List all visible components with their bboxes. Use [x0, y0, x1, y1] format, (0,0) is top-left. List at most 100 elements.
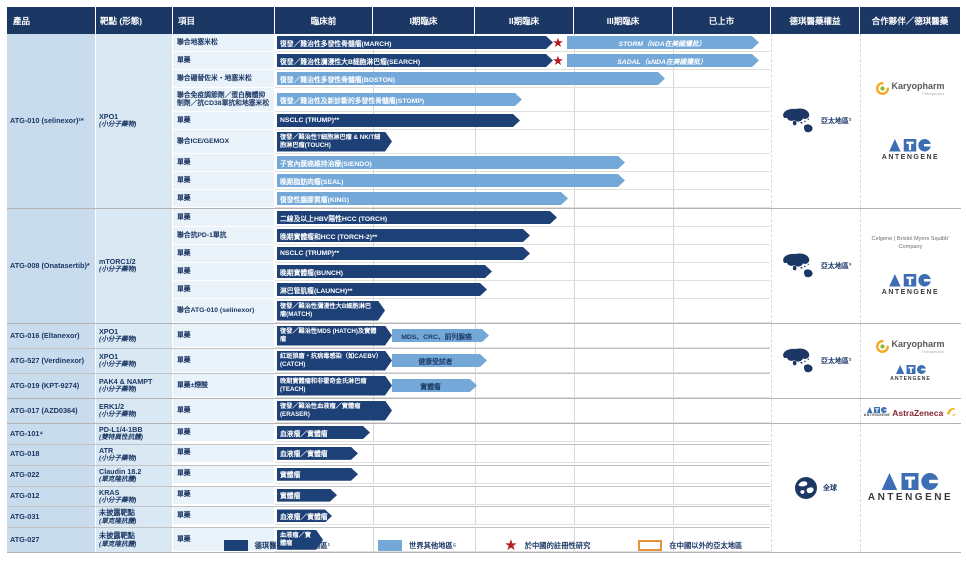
clinical-stage-track: 晚期脂肪肉瘤(SEAL): [275, 172, 770, 190]
table-body: ATG-010 (selinexor)²* XPO1 (小分子藥物) 聯合地塞米松 復發…: [7, 34, 961, 554]
pipeline-row: 聯合地塞米松 復發／難治性多發性骨髓瘤(MARCH) ★ STORM（NDA在美國獲批…: [173, 34, 770, 52]
pipeline-band: ATG-008 (Onatasertib)* mTORC1/2 (小分子藥物) 單藥二…: [7, 208, 961, 323]
clinical-stage-track: 復發／難治性瀰漫性大B細胞淋巴瘤(SEARCH) ★ SADAL（sNDA在美國獲批…: [275, 52, 770, 70]
antengene-mark-icon: [889, 274, 932, 287]
project-cell: 單藥: [173, 486, 274, 505]
product-cell: ATG-022: [7, 465, 95, 486]
product-group: ATG-031 未披露靶點 (單克隆抗體) 單藥 血液瘤／實體瘤: [7, 506, 770, 528]
asia-map-icon: [782, 253, 813, 278]
header-cell: I期臨床: [373, 7, 474, 34]
china-registration-star-icon: ★: [552, 35, 564, 50]
astrazeneca-wordmark: AstraZeneca: [892, 407, 944, 418]
project-cell: 單藥: [173, 245, 274, 263]
legend-swatch-dark: [223, 540, 248, 551]
project-cell: 單藥: [173, 424, 274, 442]
clinical-stage-track: 復發／難治性及新診斷的多發性骨髓瘤(STOMP): [275, 88, 770, 112]
pipeline-row: 聯合免疫調節劑／蛋白酶體抑制劑／抗CD38單抗和地塞米松 復發／難治性及新診斷的多…: [173, 88, 770, 112]
product-group: ATG-018 ATR (小分子藥物) 單藥 血液瘤／實體瘤: [7, 443, 770, 465]
partner-cell: Karyopharm Therapeutics ANTENGENE: [860, 34, 960, 208]
trial-bar: 二線及以上HBV陽性HCC (TORCH): [277, 211, 557, 224]
project-cell: 單藥: [173, 507, 274, 526]
karyopharm-wordmark: Karyopharm: [891, 80, 945, 91]
product-cell: ATG-016 (Eltanexor): [7, 324, 95, 348]
rights-cell: 亞太地區³: [771, 209, 859, 323]
project-cell: 單藥: [173, 112, 274, 130]
target-modality: (單克隆抗體): [99, 517, 137, 525]
trial-bar: 血液瘤／實體瘤: [277, 509, 332, 522]
clinical-stage-track: 復發性腦膠質瘤(KING): [275, 190, 770, 208]
trial-bar: 淋巴管肌瘤(LAUNCH)**: [277, 283, 487, 296]
target-cell: ERK1/2 (小分子藥物): [96, 399, 172, 423]
product-cell: ATG-027: [7, 528, 95, 553]
legend-star-icon: ★: [504, 537, 518, 554]
project-cell: 單藥: [173, 190, 274, 208]
clinical-stage-track: 晚期實體瘤和HCC (TORCH-2)**: [275, 227, 770, 245]
target-cell: XPO1 (小分子藥物): [96, 324, 172, 348]
pipeline-row: 單藥 子宮內膜癌維持治療(SIENDO): [173, 154, 770, 172]
project-cell: 單藥: [173, 154, 274, 172]
product-name: ATG-527 (Verdinexor): [10, 355, 85, 365]
rights-cell: 亞太地區²: [771, 324, 859, 398]
antengene-logo-small: ANTENGENE: [890, 365, 930, 382]
target-modality: (小分子藥物): [99, 121, 137, 129]
rights-region-label: 亞太地區²: [820, 118, 852, 125]
product-cell: ATG-017 (AZD0364): [7, 399, 95, 423]
target-cell: PD-L1/4-1BB (雙特異性抗體): [96, 424, 172, 444]
legend-label: 在中國以外的亞太地區: [669, 540, 743, 550]
trial-bar: 紅斑狼瘡・抗病毒感染（如CAEBV）(CATCH): [277, 351, 392, 371]
clinical-stage-track: 血液瘤／實體瘤: [275, 444, 770, 463]
trial-bar: 實體瘤: [392, 379, 477, 392]
target-modality: (單克隆抗體): [99, 476, 137, 483]
china-registration-star-icon: ★: [552, 53, 564, 68]
clinical-stage-track: 復發／難治性瀰漫性大B細胞淋巴瘤(MATCH): [275, 299, 770, 323]
antengene-wordmark: ANTENGENE: [881, 288, 940, 296]
product-cell: ATG-101⁴: [7, 424, 95, 444]
antengene-logo: ANTENGENE: [882, 274, 939, 296]
pipeline-row: 聯合ATG-010 (selinexor) 復發／難治性瀰漫性大B細胞淋巴瘤(MA…: [173, 299, 770, 323]
product-group: ATG-010 (selinexor)²* XPO1 (小分子藥物) 聯合地塞米松 復發…: [7, 34, 770, 208]
pipeline-row: 單藥 血液瘤／實體瘤: [173, 444, 770, 463]
pipeline-row: 單藥 實體瘤: [173, 486, 770, 505]
trial-bar: 實體瘤: [277, 489, 337, 502]
clinical-stage-track: 復發／難治性血液瘤／實體瘤(ERASER): [275, 399, 770, 423]
trial-bar: 復發／難治性血液瘤／實體瘤(ERASER): [277, 401, 392, 421]
pipeline-row: 單藥 復發／難治性MDS (HATCH)及實體瘤 MDS、CRC、前列腺癌: [173, 324, 770, 348]
karyopharm-swirl-icon: [876, 340, 890, 354]
product-name: ATG-010 (selinexor)²*: [10, 115, 84, 125]
project-cell: 單藥: [173, 52, 274, 70]
pipeline-row: 聯合ICE/GEMOX 復發／難治性T細胞淋巴瘤 & NK/T細胞淋巴瘤(TOUC…: [173, 130, 770, 154]
pipeline-row: 單藥 紅斑狼瘡・抗病毒感染（如CAEBV）(CATCH) 健康受試者: [173, 349, 770, 373]
clinical-stage-track: 晚期實體瘤和非霍奇金氏淋巴瘤(TEACH) 實體瘤: [275, 374, 770, 398]
trial-bar: 復發／難治性及新診斷的多發性骨髓瘤(STOMP): [277, 93, 522, 106]
target-name: KRAS: [99, 487, 120, 497]
header-cell: 靶點 (形態): [96, 7, 172, 34]
trial-bar: 子宮內膜癌維持治療(SIENDO): [277, 156, 625, 169]
karyopharm-subtext: Therapeutics: [921, 348, 945, 354]
product-name: ATG-101⁴: [10, 428, 44, 438]
target-cell: KRAS (小分子藥物): [96, 486, 172, 507]
trial-bar: NSCLC (TRUMP)**: [277, 247, 530, 260]
clinical-stage-track: 淋巴管肌瘤(LAUNCH)**: [275, 281, 770, 299]
target-modality: (小分子藥物): [99, 386, 137, 394]
product-name: ATG-017 (AZD0364): [10, 405, 78, 415]
project-cell: 單藥: [173, 349, 274, 373]
clinical-stage-track: 晚期實體瘤(BUNCH): [275, 263, 770, 281]
product-group: ATG-017 (AZD0364) ERK1/2 (小分子藥物) 單藥 復發／難治性血液…: [7, 399, 770, 423]
trial-bar: 血液瘤／實體瘤: [277, 447, 358, 460]
product-name: ATG-022: [10, 470, 40, 480]
target-modality: (小分子藥物): [99, 455, 137, 463]
target-modality: (單克隆抗體): [99, 540, 137, 548]
target-cell: XPO1 (小分子藥物): [96, 34, 172, 208]
project-cell: 聯合ATG-010 (selinexor): [173, 299, 274, 323]
clinical-stage-track: 實體瘤: [275, 486, 770, 505]
target-cell: 未披露靶點 (單克隆抗體): [96, 528, 172, 553]
trial-bar: 晚期脂肪肉瘤(SEAL): [277, 174, 625, 187]
rights-region-label: 亞太地區²: [820, 358, 852, 365]
rights-cell: 全球: [771, 424, 859, 553]
header-cell: 已上市: [673, 7, 770, 34]
legend-label: 於中國的註冊性研究: [524, 540, 591, 550]
clinical-stage-track: 實體瘤: [275, 465, 770, 484]
product-name: ATG-012: [10, 491, 40, 501]
